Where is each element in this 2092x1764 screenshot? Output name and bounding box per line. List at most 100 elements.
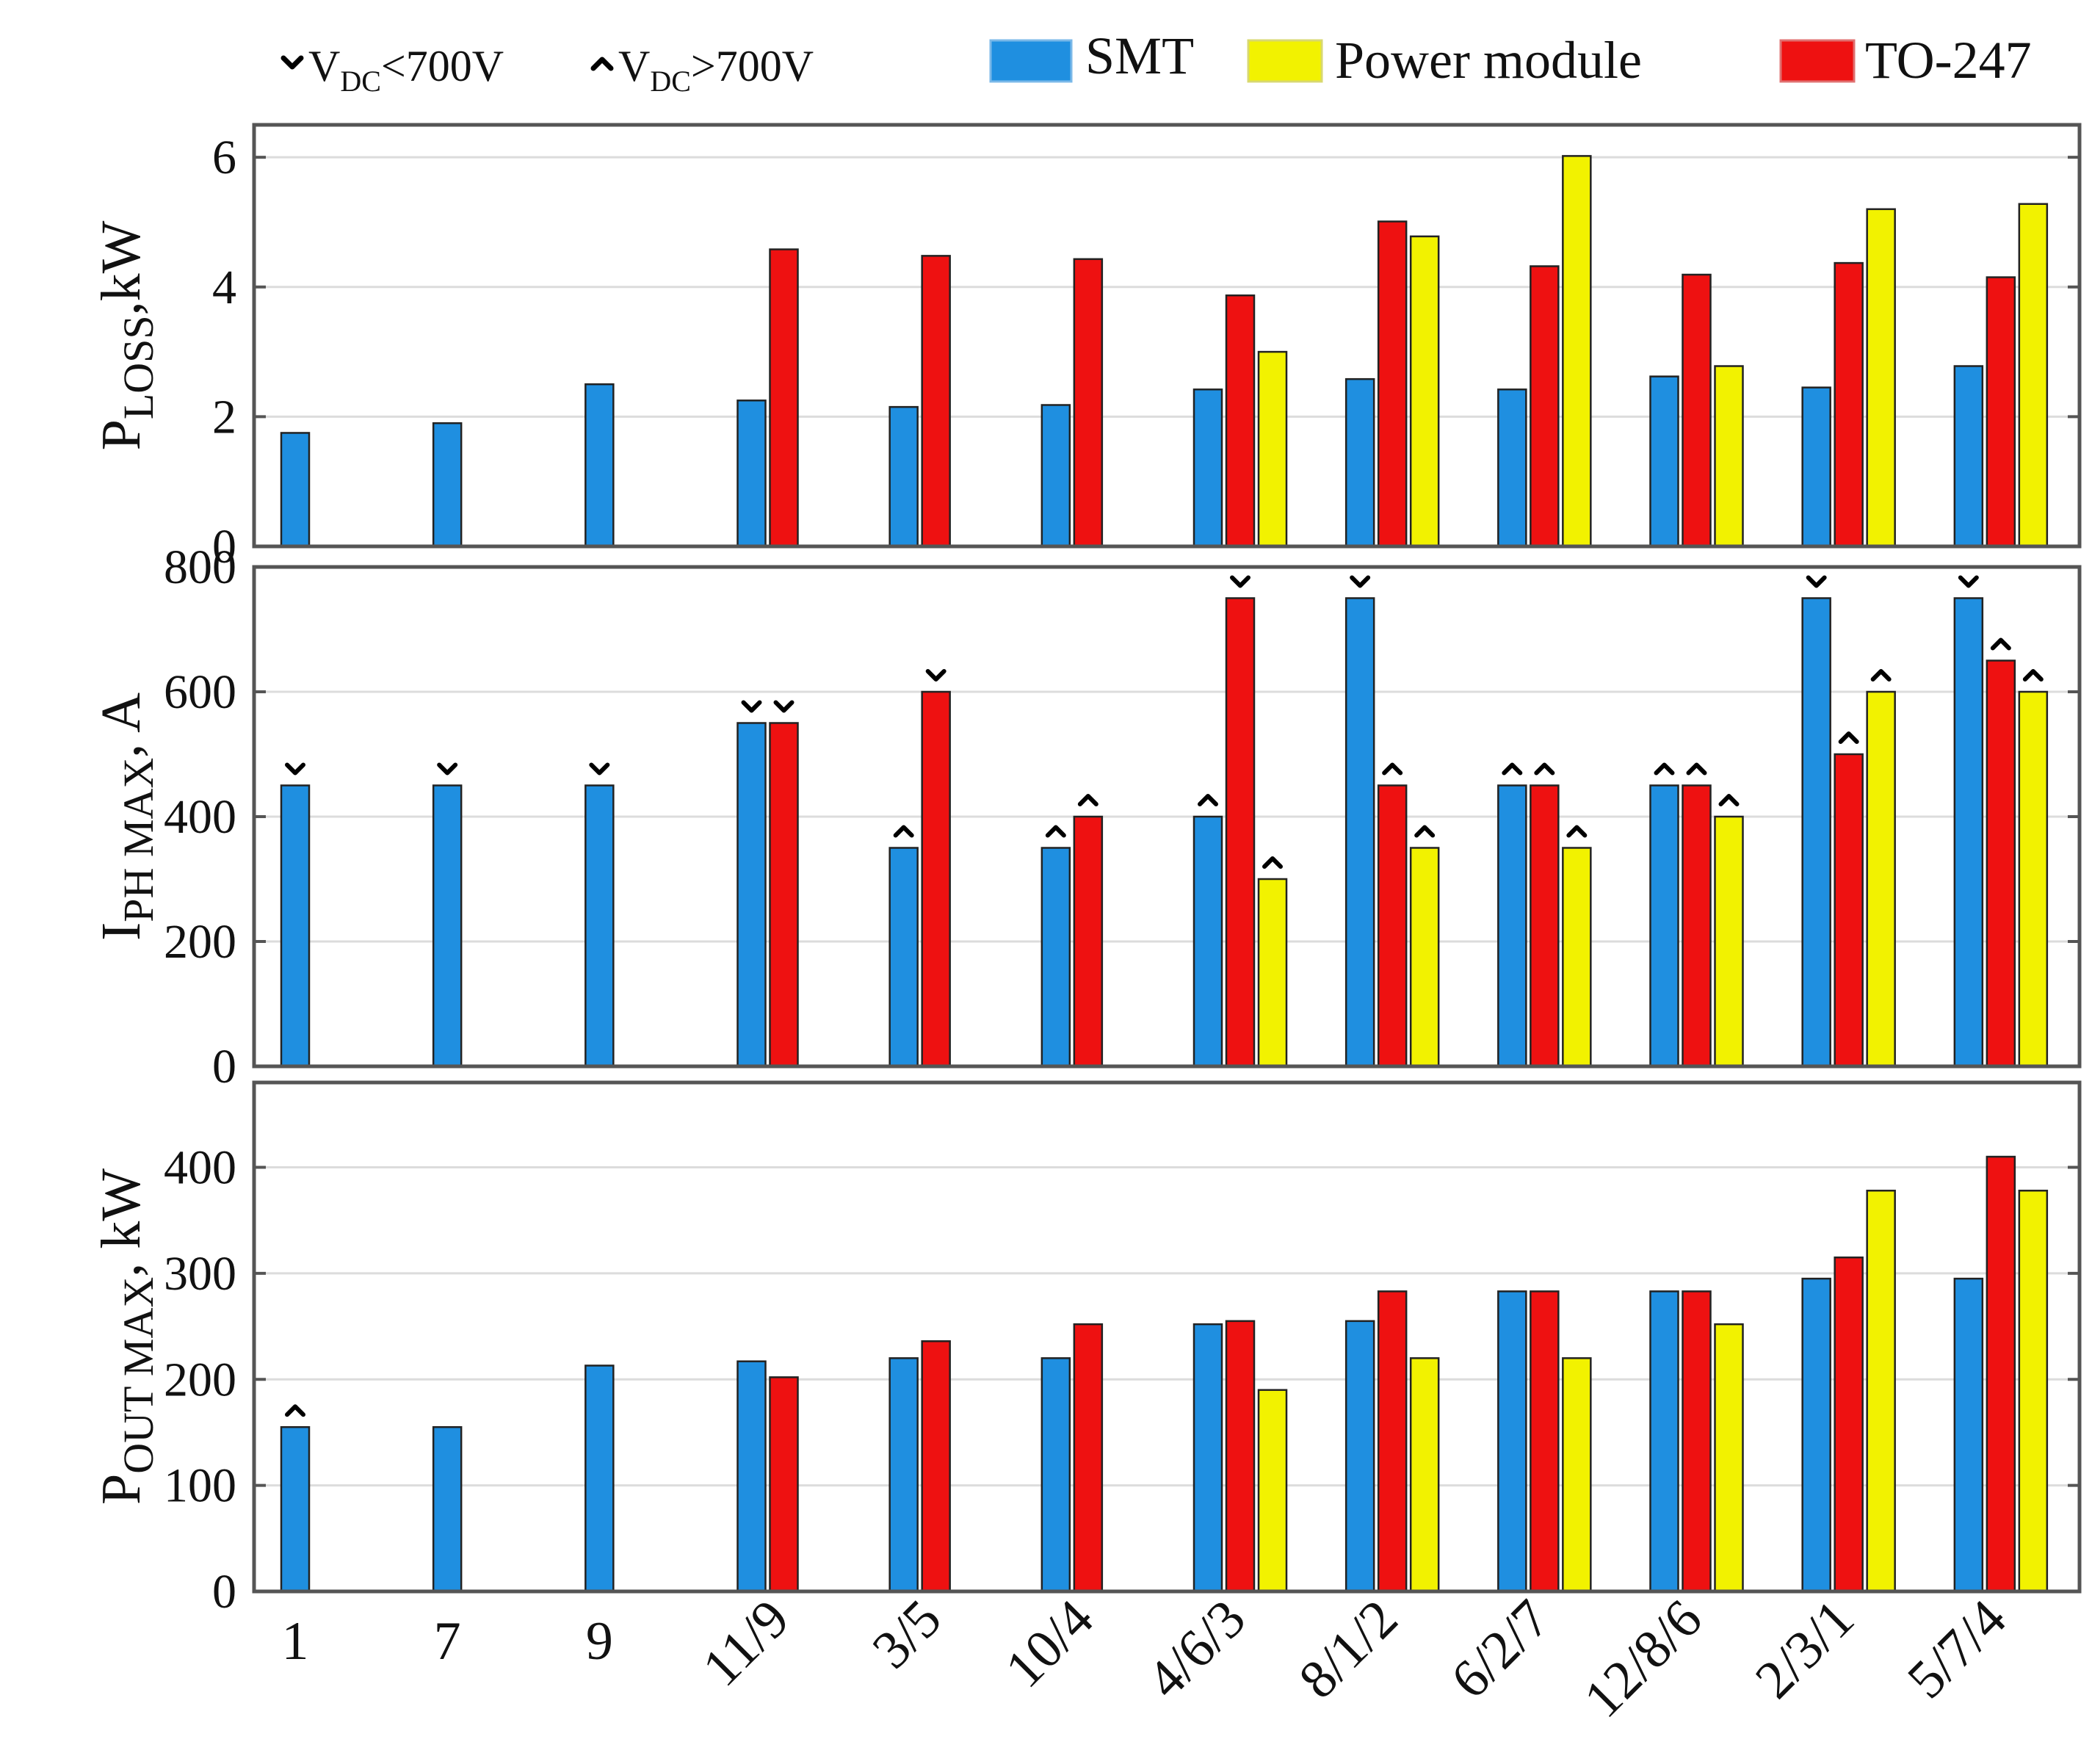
bar-to-247 bbox=[1377, 784, 1408, 1068]
chevron-down-icon bbox=[741, 700, 762, 713]
bar-power-module bbox=[2018, 1190, 2049, 1593]
chevron-up-icon bbox=[1870, 669, 1892, 682]
legend-marker-below-main: V bbox=[308, 42, 340, 90]
bar-smt bbox=[1497, 784, 1527, 1068]
plot-frame bbox=[252, 123, 2082, 549]
bar-smt bbox=[1040, 404, 1071, 548]
chevron-up-icon bbox=[1566, 825, 1588, 838]
legend-marker-below-sub: DC bbox=[340, 65, 381, 98]
bar-to-247 bbox=[1682, 273, 1712, 548]
chevron-up-icon bbox=[893, 825, 914, 838]
y-axis-label-sub: PH MAX bbox=[115, 758, 162, 922]
chevron-up-icon bbox=[1045, 825, 1066, 838]
bar-smt bbox=[888, 847, 919, 1068]
legend-label-to247: TO-247 bbox=[1865, 31, 2032, 90]
bar-smt bbox=[584, 784, 615, 1068]
bar-to-247 bbox=[1834, 753, 1864, 1068]
y-axis-label: IPH MAX, A bbox=[90, 693, 162, 941]
bar-power-module bbox=[1866, 690, 1896, 1068]
y-tick-label: 0 bbox=[212, 520, 236, 574]
bar-smt bbox=[280, 784, 311, 1068]
y-tick-label: 200 bbox=[164, 915, 236, 969]
legend-swatch-smt bbox=[989, 39, 1073, 83]
bar-to-247 bbox=[1225, 597, 1256, 1068]
bar-power-module bbox=[1866, 1190, 1896, 1593]
bar-power-module bbox=[1714, 815, 1744, 1068]
bar-power-module bbox=[1714, 1323, 1744, 1593]
bar-smt bbox=[1344, 597, 1375, 1068]
bar-power-module bbox=[1409, 1357, 1440, 1593]
bar-to-247 bbox=[1682, 1290, 1712, 1593]
bar-to-247 bbox=[1530, 784, 1560, 1068]
panel-i_ph_max: 0 200 400 600 800 IPH MAX, A bbox=[90, 541, 2082, 1094]
chevron-down-icon bbox=[1230, 575, 1251, 588]
bar-smt bbox=[1192, 388, 1223, 548]
plot-area bbox=[254, 125, 2080, 546]
bar-smt bbox=[1953, 597, 1984, 1068]
legend-label-power-module: Power module bbox=[1335, 31, 1642, 90]
x-tick-label: 1 bbox=[282, 1611, 309, 1671]
chevron-up-icon bbox=[1686, 762, 1707, 776]
legend-item-to247: TO-247 bbox=[1779, 31, 2032, 90]
bar-smt bbox=[1192, 815, 1223, 1068]
bar-power-module bbox=[1562, 847, 1592, 1068]
bar-to-247 bbox=[1073, 1323, 1104, 1593]
bar-smt bbox=[280, 432, 311, 548]
bar-smt bbox=[280, 1425, 311, 1593]
bar-to-247 bbox=[1834, 261, 1864, 548]
chevron-up-icon bbox=[1990, 637, 2011, 651]
bar-to-247 bbox=[921, 255, 951, 548]
y-axis-label-main: I bbox=[90, 922, 152, 941]
bar-to-247 bbox=[1530, 265, 1560, 548]
legend-marker-below-rest: <700V bbox=[381, 42, 504, 90]
y-tick-label: 2 bbox=[212, 390, 236, 444]
legend-swatch-to247 bbox=[1779, 39, 1856, 83]
bar-smt bbox=[432, 784, 463, 1068]
bar-to-247 bbox=[1225, 1320, 1256, 1593]
chevron-down-icon bbox=[1806, 575, 1827, 588]
bar-power-module bbox=[1562, 155, 1592, 548]
x-tick-label: 7 bbox=[434, 1611, 461, 1671]
legend-marker-below: VDC<700V bbox=[280, 42, 504, 98]
bar-smt bbox=[736, 400, 767, 548]
legend-swatch-power-module bbox=[1247, 39, 1323, 83]
bar-smt bbox=[584, 1364, 615, 1593]
bar-smt bbox=[888, 1357, 919, 1593]
y-axis-label-main: P bbox=[90, 419, 152, 450]
chevron-up-icon bbox=[1838, 731, 1859, 744]
bar-smt bbox=[1040, 847, 1071, 1068]
plot-frame bbox=[252, 565, 2082, 1069]
chevron-down-icon bbox=[280, 55, 304, 70]
y-tick-label: 0 bbox=[212, 1565, 236, 1619]
bar-to-247 bbox=[1986, 1155, 2016, 1593]
y-tick-label: 0 bbox=[212, 1040, 236, 1094]
y-axis-label-rest: ,kW bbox=[90, 220, 152, 315]
legend-item-power-module: Power module bbox=[1247, 31, 1642, 90]
bar-to-247 bbox=[1073, 815, 1104, 1068]
bar-to-247 bbox=[1377, 220, 1408, 548]
bar-smt bbox=[1801, 597, 1831, 1068]
bar-smt bbox=[1649, 1290, 1679, 1593]
chevron-up-icon bbox=[2022, 669, 2044, 682]
bar-to-247 bbox=[769, 1376, 799, 1593]
bar-smt bbox=[736, 1360, 767, 1593]
bar-to-247 bbox=[1682, 784, 1712, 1068]
y-tick-label: 6 bbox=[212, 131, 236, 184]
legend-marker-above-sub: DC bbox=[650, 65, 691, 98]
bar-to-247 bbox=[921, 1340, 951, 1593]
bar-smt bbox=[1801, 1277, 1831, 1593]
bar-smt bbox=[1801, 386, 1831, 548]
chevron-down-icon bbox=[1350, 575, 1371, 588]
bar-smt bbox=[1497, 388, 1527, 548]
legend: VDC<700V VDC>700V SMT Power module TO-24… bbox=[280, 26, 2032, 98]
y-tick-label: 100 bbox=[164, 1459, 236, 1513]
bar-power-module bbox=[2018, 203, 2049, 548]
legend-marker-above-rest: >700V bbox=[691, 42, 814, 90]
plot-frame bbox=[252, 1080, 2082, 1594]
bar-power-module bbox=[1562, 1357, 1592, 1593]
bar-power-module bbox=[2018, 690, 2049, 1068]
chevron-down-icon bbox=[1958, 575, 1979, 588]
